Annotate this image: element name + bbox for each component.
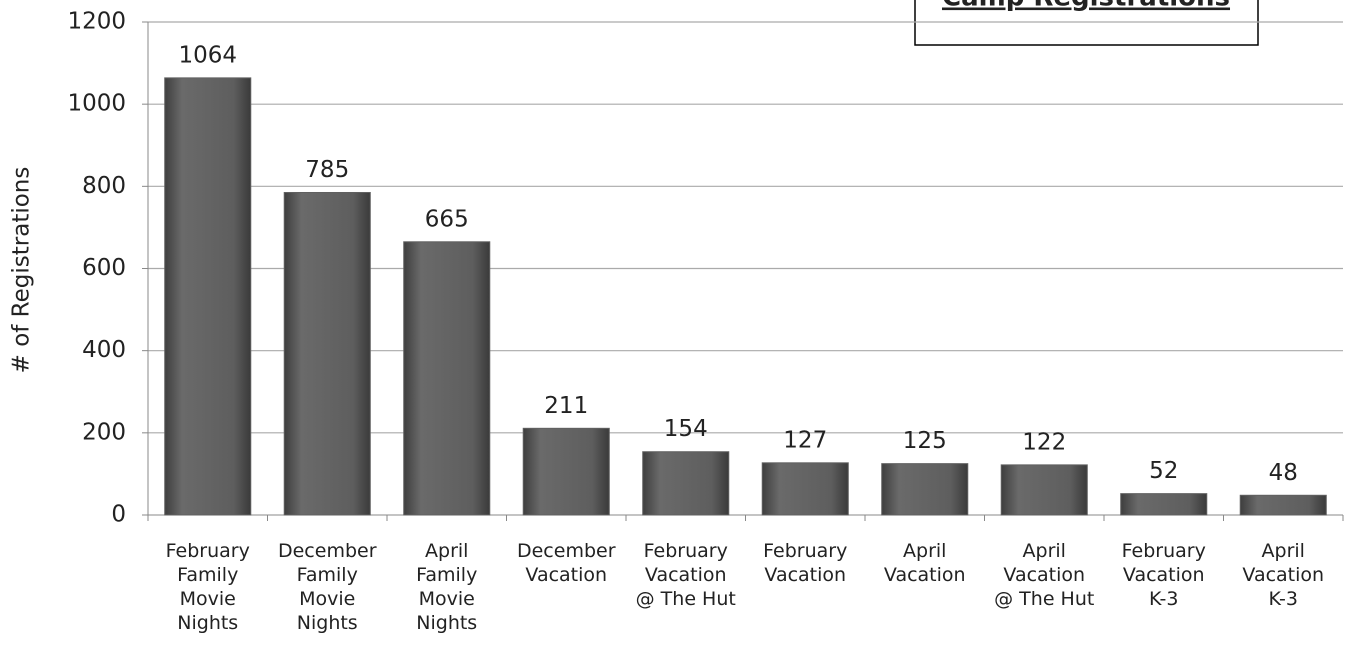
bar [1239, 494, 1327, 516]
bar [522, 427, 610, 516]
x-tick-label-line: April [1262, 540, 1305, 562]
bar [881, 463, 969, 516]
x-tick-label-line: Family [177, 564, 238, 586]
x-tick-label: February Vacation @ The Hut [636, 540, 736, 610]
x-tick-label-line: April [425, 540, 468, 562]
y-tick-label: 600 [82, 255, 126, 281]
x-tick-label-line: April [1023, 540, 1066, 562]
value-label: 665 [425, 206, 469, 232]
x-tick-label-line: Vacation [1123, 564, 1205, 586]
x-tick-label-line: @ The Hut [636, 588, 736, 610]
y-axis-label: # of Registrations [9, 167, 35, 374]
value-label: 122 [1022, 429, 1066, 455]
x-tick-label-line: @ The Hut [994, 588, 1094, 610]
x-tick-label-line: Nights [297, 612, 358, 634]
x-tick-label: February Vacation [763, 540, 847, 586]
bar [1120, 493, 1208, 516]
bar [283, 191, 371, 516]
bar [164, 77, 252, 516]
value-label: 785 [305, 157, 349, 183]
bar [642, 451, 730, 516]
y-tick-label: 1000 [67, 91, 126, 117]
x-tick-label-line: Vacation [1242, 564, 1324, 586]
x-tick-label-line: February [166, 540, 250, 562]
x-tick-label-line: Movie [419, 588, 475, 610]
y-tick-label: 1200 [67, 9, 126, 35]
x-tick-label-line: Movie [180, 588, 236, 610]
x-tick-label-line: February [1122, 540, 1206, 562]
chart-title: Camp Registrations [942, 0, 1230, 13]
value-label: 211 [544, 393, 588, 419]
x-tick-label: April Family Movie Nights [416, 540, 477, 634]
value-label: 127 [783, 427, 827, 453]
x-tick-label: April Vacation [884, 540, 966, 586]
x-tick-label: April Vacation @ The Hut [994, 540, 1094, 610]
y-tick-label: 200 [82, 419, 126, 445]
x-tick-label-line: Movie [299, 588, 355, 610]
x-tick-label-line: Vacation [525, 564, 607, 586]
x-tick-label-line: Nights [177, 612, 238, 634]
x-tick-label: December Vacation [517, 540, 616, 586]
x-tick-label-line: Family [416, 564, 477, 586]
x-tick-label: December Family Movie Nights [278, 540, 377, 634]
value-label: 154 [664, 416, 708, 442]
value-label: 52 [1149, 458, 1178, 484]
x-tick-label-line: Vacation [1003, 564, 1085, 586]
x-tick-label-line: Vacation [884, 564, 966, 586]
x-tick-label-line: Vacation [645, 564, 727, 586]
x-tick-label: February Family Movie Nights [166, 540, 250, 634]
x-tick-label-line: December [517, 540, 616, 562]
value-label: 125 [903, 428, 947, 454]
x-tick-label-line: April [903, 540, 946, 562]
bar [1000, 464, 1088, 516]
x-tick-label-line: February [763, 540, 847, 562]
bar [403, 241, 491, 516]
value-label: 1064 [178, 42, 237, 68]
x-tick-label-line: February [644, 540, 728, 562]
value-label: 48 [1269, 460, 1298, 486]
y-tick-label: 400 [82, 337, 126, 363]
bar [761, 462, 849, 516]
x-tick-label-line: December [278, 540, 377, 562]
x-tick-label-line: Family [297, 564, 358, 586]
x-tick-label-line: K-3 [1269, 588, 1298, 610]
x-tick-label-line: Vacation [764, 564, 846, 586]
y-tick-label: 0 [111, 502, 126, 528]
y-tick-label: 800 [82, 173, 126, 199]
x-tick-label-line: Nights [416, 612, 477, 634]
x-tick-label: February Vacation K-3 [1122, 540, 1206, 610]
x-tick-label: April Vacation K-3 [1242, 540, 1324, 610]
x-tick-label-line: K-3 [1149, 588, 1178, 610]
